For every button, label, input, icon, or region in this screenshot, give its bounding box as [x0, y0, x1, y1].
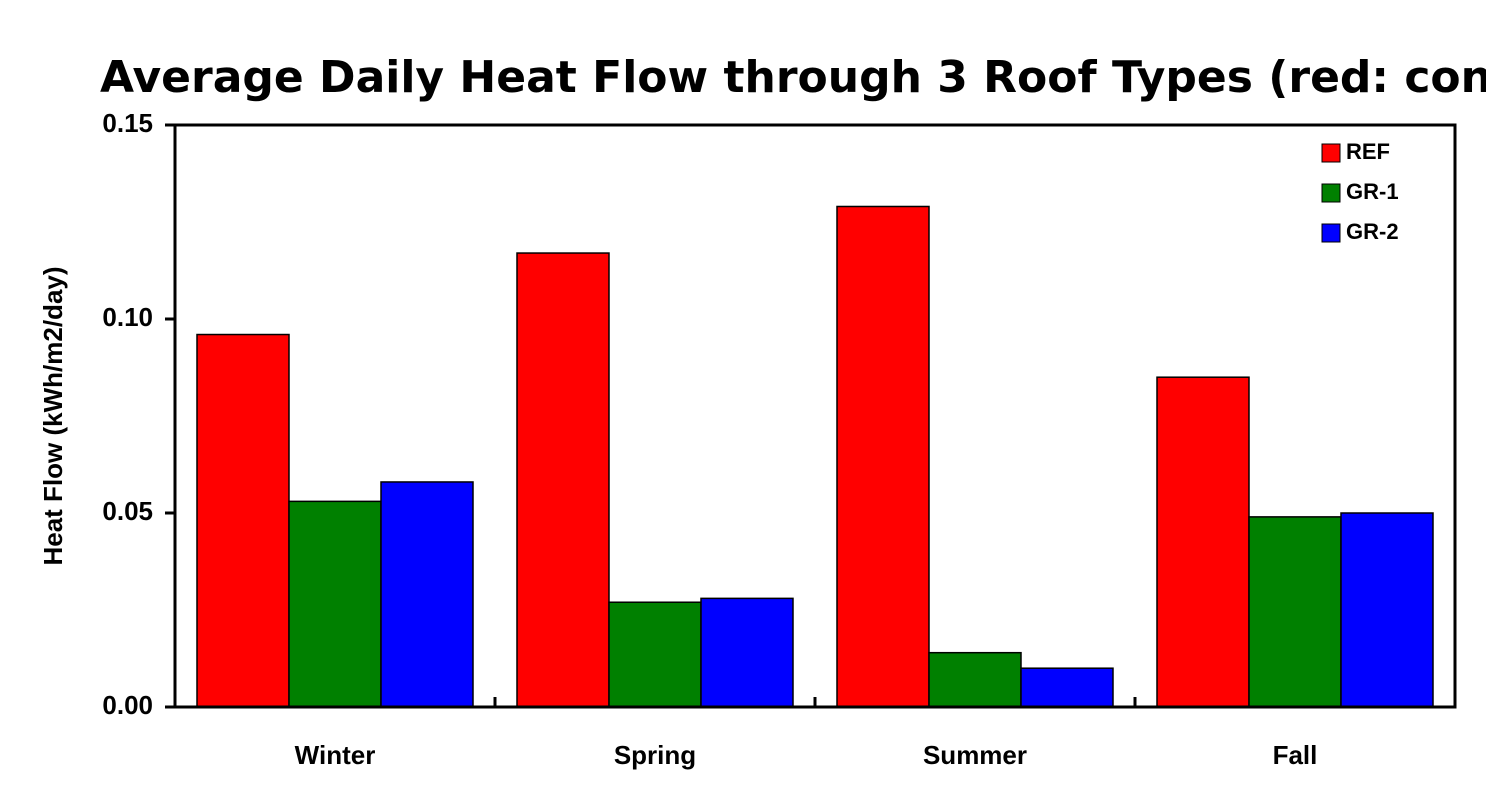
- x-tick-label: Winter: [295, 740, 376, 770]
- bar: [700, 597, 794, 708]
- x-tick-label: Summer: [923, 740, 1027, 770]
- bar: [608, 601, 702, 708]
- legend-label: GR-2: [1346, 219, 1399, 244]
- legend-swatch: [1321, 223, 1341, 243]
- legend-swatch: [1321, 143, 1341, 163]
- y-tick-label: 0.10: [102, 302, 153, 332]
- x-tick-label: Spring: [614, 740, 696, 770]
- x-tick-label: Fall: [1273, 740, 1318, 770]
- bar: [1340, 512, 1434, 708]
- y-tick-label: 0.00: [102, 690, 153, 720]
- legend-label: REF: [1346, 139, 1390, 164]
- y-axis-label: Heat Flow (kWh/m2/day): [38, 266, 68, 565]
- bar: [288, 500, 382, 708]
- legend-swatch: [1321, 183, 1341, 203]
- bar: [516, 252, 610, 708]
- bar: [1020, 667, 1114, 708]
- bar: [1248, 516, 1342, 708]
- bar: [836, 205, 930, 708]
- legend-label: GR-1: [1346, 179, 1399, 204]
- bar: [196, 333, 290, 708]
- plot-frame: [173, 123, 1457, 709]
- y-tick-label: 0.15: [102, 108, 153, 138]
- bar: [1156, 376, 1250, 708]
- chart-title: Average Daily Heat Flow through 3 Roof T…: [100, 52, 1486, 103]
- bar: [380, 481, 474, 708]
- bar: [928, 651, 1022, 708]
- y-tick-label: 0.05: [102, 496, 153, 526]
